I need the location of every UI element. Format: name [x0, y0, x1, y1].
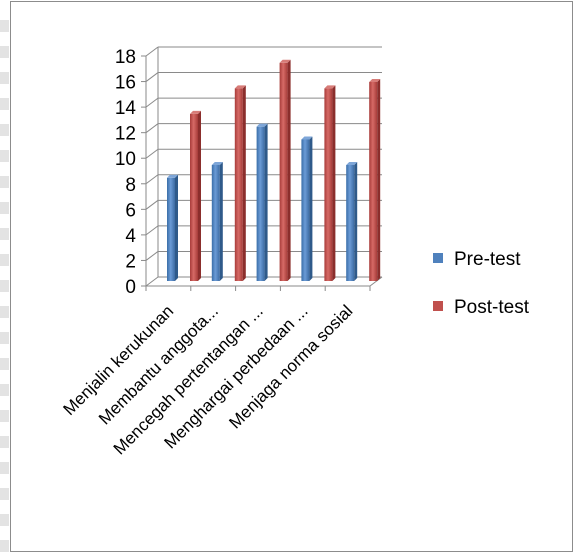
edge-mark	[0, 72, 9, 84]
bars	[167, 59, 381, 282]
edge-mark	[0, 514, 9, 526]
bar-side	[219, 162, 223, 281]
gridline-side	[145, 46, 159, 57]
gridline-side	[145, 72, 159, 82]
bar-top	[301, 136, 313, 140]
y-tick-label: 18	[115, 47, 136, 68]
bar-top	[324, 85, 336, 89]
bar-pre-test-2	[256, 126, 265, 282]
edge-mark	[0, 20, 9, 32]
bar-post-test-4	[369, 81, 378, 281]
page-edge-marks	[0, 20, 9, 552]
bar-top	[346, 162, 358, 165]
edge-mark	[0, 280, 9, 292]
gridline-side	[145, 174, 159, 185]
axes	[141, 47, 383, 291]
bar-pre-test-3	[301, 139, 310, 281]
bar-top	[369, 78, 381, 82]
bar-side	[198, 110, 201, 281]
gridline-side	[145, 276, 159, 287]
gridline-side	[145, 225, 159, 236]
bar-side	[287, 59, 291, 282]
gridline-side	[145, 97, 159, 108]
edge-mark	[0, 254, 9, 266]
gridline-side	[145, 123, 159, 134]
edge-mark	[0, 488, 9, 500]
legend: Pre-test Post-test	[433, 249, 530, 318]
bar-top	[279, 59, 291, 63]
edge-mark	[0, 150, 9, 162]
bar-side	[309, 136, 313, 281]
gridline-side	[145, 148, 159, 159]
edge-mark	[0, 124, 9, 136]
bar-side	[242, 85, 246, 281]
bar-pre-test-0	[167, 177, 175, 281]
bar-side	[354, 162, 358, 281]
bar-top	[211, 162, 223, 165]
edge-mark	[0, 306, 9, 318]
edge-mark	[0, 384, 9, 396]
bar-pre-test-1	[211, 165, 220, 281]
y-tick-label: 6	[125, 200, 136, 221]
legend-swatch	[433, 253, 443, 263]
legend-entry-label: Post-test	[454, 297, 530, 318]
y-tick-label: 8	[125, 175, 136, 196]
edge-mark	[0, 202, 9, 214]
bar-top	[190, 110, 201, 114]
edge-mark	[0, 358, 9, 370]
y-tick-label: 4	[125, 226, 136, 247]
bar-pre-test-4	[346, 165, 355, 281]
legend-swatch	[433, 301, 443, 311]
bar-post-test-2	[279, 62, 288, 282]
edge-mark	[0, 332, 9, 344]
bar-top	[234, 85, 246, 89]
bar-top	[167, 174, 178, 178]
y-tick-label: 2	[125, 251, 136, 272]
y-tick-label: 14	[115, 98, 137, 119]
edge-mark	[0, 98, 9, 110]
edge-mark	[0, 176, 9, 188]
floor-right-edge	[369, 276, 383, 287]
bar-post-test-0	[190, 113, 198, 281]
y-tick-label: 0	[125, 277, 136, 298]
bar-side	[332, 85, 336, 281]
bar-side	[264, 123, 268, 282]
bar-post-test-3	[324, 88, 333, 281]
y-tick-label: 10	[115, 149, 136, 170]
y-tick-label: 16	[115, 73, 136, 94]
edge-mark	[0, 46, 9, 58]
gridline-side	[145, 199, 159, 210]
bar-side	[377, 78, 381, 281]
edge-mark	[0, 228, 9, 240]
legend-entry-label: Pre-test	[454, 249, 521, 270]
y-tick-labels: 0 2 4 6 8 10 12 14 16 18	[115, 47, 137, 298]
edge-mark	[0, 540, 9, 552]
y-tick-label: 12	[115, 124, 136, 145]
gridline-side	[145, 251, 159, 261]
edge-mark	[0, 436, 9, 448]
bar-top	[256, 123, 268, 127]
edge-mark	[0, 410, 9, 422]
edge-mark	[0, 462, 9, 474]
bar-side	[175, 174, 178, 281]
bar-post-test-1	[234, 88, 243, 281]
